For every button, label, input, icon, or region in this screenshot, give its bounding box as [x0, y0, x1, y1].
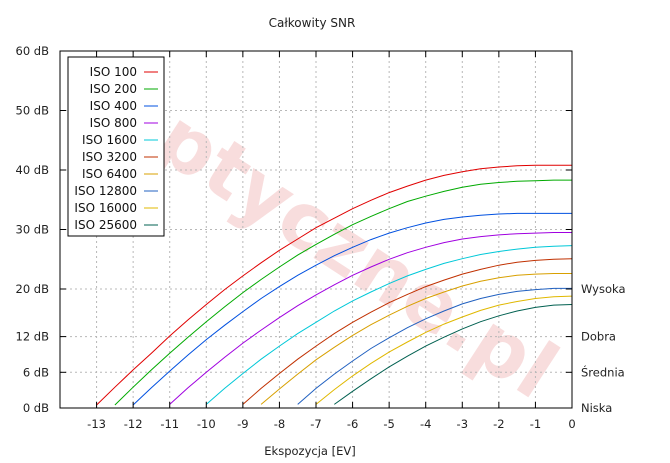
series-lines: [96, 164, 573, 406]
legend: ISO 100 ISO 200 ISO 400 ISO 800 ISO 1600 ISO …: [67, 56, 165, 237]
chart-title: Całkowity SNR: [269, 16, 356, 30]
x-tick-label: -3: [457, 417, 468, 431]
x-tick-label: -1: [530, 417, 541, 431]
legend-box: [67, 56, 165, 237]
series-line: [334, 304, 573, 405]
legend-entry-label: ISO 25600: [74, 218, 137, 232]
y-tick-label: 40 dB: [16, 163, 50, 177]
x-tick-label: -12: [124, 417, 143, 431]
x-tick-label: 0: [568, 417, 575, 431]
x-tick-label: -5: [383, 417, 394, 431]
series-line: [169, 232, 572, 405]
axis-ticks: 0 dB 6 dB 12 dB 20 dB 30 dB 40 dB 50 dB 60 dB -1…: [16, 44, 626, 431]
y-tick-label: 20 dB: [16, 282, 50, 296]
y-tick-label: 6 dB: [23, 365, 49, 379]
series-line: [297, 287, 572, 405]
series-line: [132, 212, 572, 406]
y-tick-label: 12 dB: [16, 330, 50, 344]
y-tick-label: 50 dB: [16, 104, 50, 118]
legend-entry-label: ISO 6400: [82, 167, 137, 181]
series-line: [242, 258, 573, 405]
series-line: [114, 179, 572, 406]
legend-entry-label: ISO 800: [90, 116, 137, 130]
series-line: [315, 295, 573, 405]
series-line: [205, 245, 573, 405]
legend-entry-label: ISO 16000: [74, 201, 137, 215]
quality-label: Dobra: [581, 330, 616, 344]
x-tick-label: -2: [493, 417, 504, 431]
x-axis-label: Ekspozycja [EV]: [264, 444, 355, 458]
quality-label: Wysoka: [581, 282, 626, 296]
series-line: [260, 273, 572, 405]
y-tick-label: 30 dB: [16, 223, 50, 237]
x-tick-label: -9: [237, 417, 248, 431]
quality-label: Niska: [581, 401, 612, 415]
legend-entry-label: ISO 200: [90, 82, 137, 96]
legend-entry-label: ISO 12800: [74, 184, 137, 198]
y-tick-label: 0 dB: [23, 401, 49, 415]
x-tick-label: -6: [347, 417, 358, 431]
x-tick-label: -13: [87, 417, 106, 431]
quality-label: Średnia: [581, 364, 625, 379]
legend-entry-label: ISO 3200: [82, 150, 137, 164]
x-tick-label: -10: [197, 417, 216, 431]
x-tick-label: -11: [160, 417, 179, 431]
legend-entry-label: ISO 100: [90, 65, 137, 79]
x-tick-label: -8: [274, 417, 285, 431]
series-line: [96, 164, 572, 406]
x-tick-label: -7: [310, 417, 321, 431]
legend-entry-label: ISO 400: [90, 99, 137, 113]
y-tick-label: 60 dB: [16, 44, 50, 58]
x-tick-label: -4: [420, 417, 431, 431]
legend-entry-label: ISO 1600: [82, 133, 137, 147]
